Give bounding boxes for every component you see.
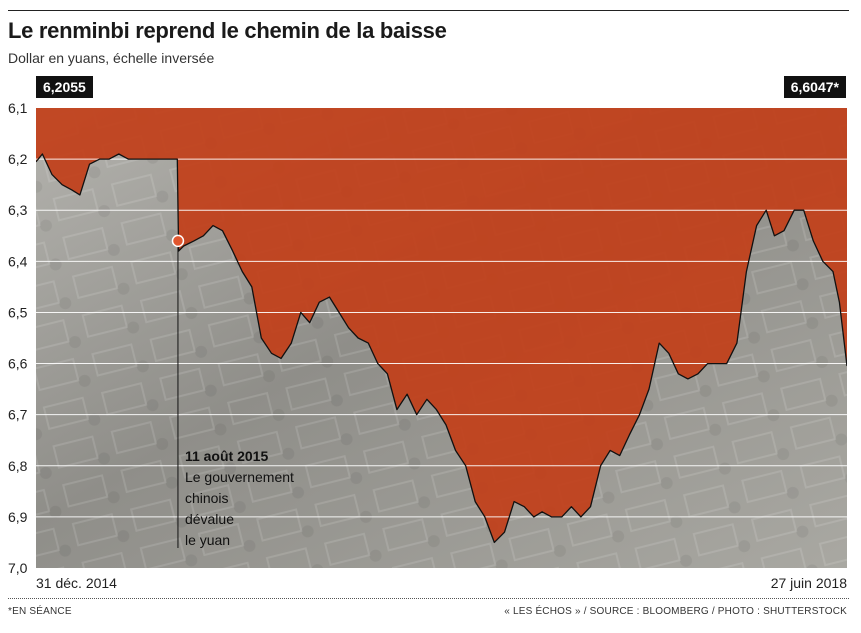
event-marker [171,234,185,248]
y-tick-label: 6,6 [8,356,28,372]
y-tick-label: 6,7 [8,407,28,423]
x-tick-label-end: 27 juin 2018 [771,575,848,591]
source-credit: « LES ÉCHOS » / SOURCE : BLOOMBERG / PHO… [504,606,847,617]
series-line [36,153,847,544]
area-fill [36,108,847,543]
y-tick-label: 6,1 [8,100,28,116]
chart-subtitle: Dollar en yuans, échelle inversée [8,50,215,66]
start-value-callout: 6,2055 [36,76,93,98]
annotation-text: dévalue [185,511,234,527]
y-tick-label: 6,8 [8,458,28,474]
y-tick-label: 6,9 [8,509,28,525]
end-value-callout: 6,6047* [783,76,846,98]
y-tick-label: 6,3 [8,202,28,218]
annotation-text: le yuan [185,532,230,548]
y-tick-label: 7,0 [8,560,28,576]
footnote: *EN SÉANCE [8,606,72,617]
x-tick-label-start: 31 déc. 2014 [36,575,117,591]
annotation-date: 11 août 2015 [185,448,268,464]
top-rule [8,10,849,11]
y-tick-label: 6,5 [8,304,28,320]
footer-divider [8,598,849,599]
y-tick-label: 6,4 [8,253,28,269]
annotation-text: chinois [185,490,229,506]
chart-title: Le renminbi reprend le chemin de la bais… [8,18,447,43]
annotation-text: Le gouvernement [185,469,294,485]
y-tick-label: 6,2 [8,151,28,167]
